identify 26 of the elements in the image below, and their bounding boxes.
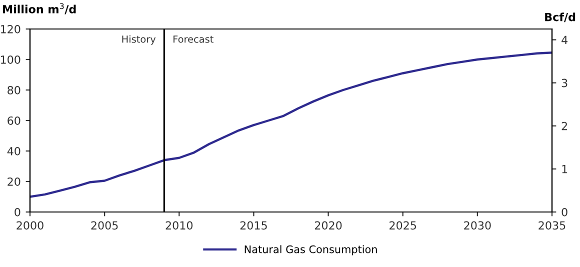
y-tick-label: 80 <box>8 86 20 94</box>
annotation: History <box>122 35 156 45</box>
x-tick-label: 2015 <box>240 221 267 230</box>
y-tick-label: 40 <box>7 146 20 156</box>
x-tick-label: 2005 <box>91 221 118 230</box>
x-tick-label: 2020 <box>314 221 342 230</box>
y2-tick-label: 2 <box>562 122 567 130</box>
y2-tick-label: 4 <box>562 36 568 44</box>
legend-label: Natural Gas Consumption <box>244 245 377 256</box>
y-axis-title: Million m$^{3}$/d <box>3 3 76 14</box>
x-tick-label: 2000 <box>16 221 44 230</box>
x-tick-label: 2035 <box>538 221 566 230</box>
y2-axis-title: Bcf/d <box>545 12 576 22</box>
x-tick-label: 2030 <box>464 221 491 230</box>
y-tick-label: 60 <box>8 116 20 125</box>
annotation: Forecast <box>174 36 214 43</box>
y-tick-label: 120 <box>0 24 20 34</box>
y2-tick-label: 1 <box>562 165 568 174</box>
y-tick-label: 0 <box>14 208 20 216</box>
line-series <box>30 52 552 198</box>
y-tick-label: 100 <box>0 55 20 64</box>
y2-tick-label: 0 <box>562 208 568 216</box>
y-tick-label: 20 <box>8 177 20 186</box>
x-tick-label: 2010 <box>166 221 193 230</box>
x-tick-label: 2025 <box>390 221 416 230</box>
y2-tick-label: 3 <box>562 78 568 88</box>
